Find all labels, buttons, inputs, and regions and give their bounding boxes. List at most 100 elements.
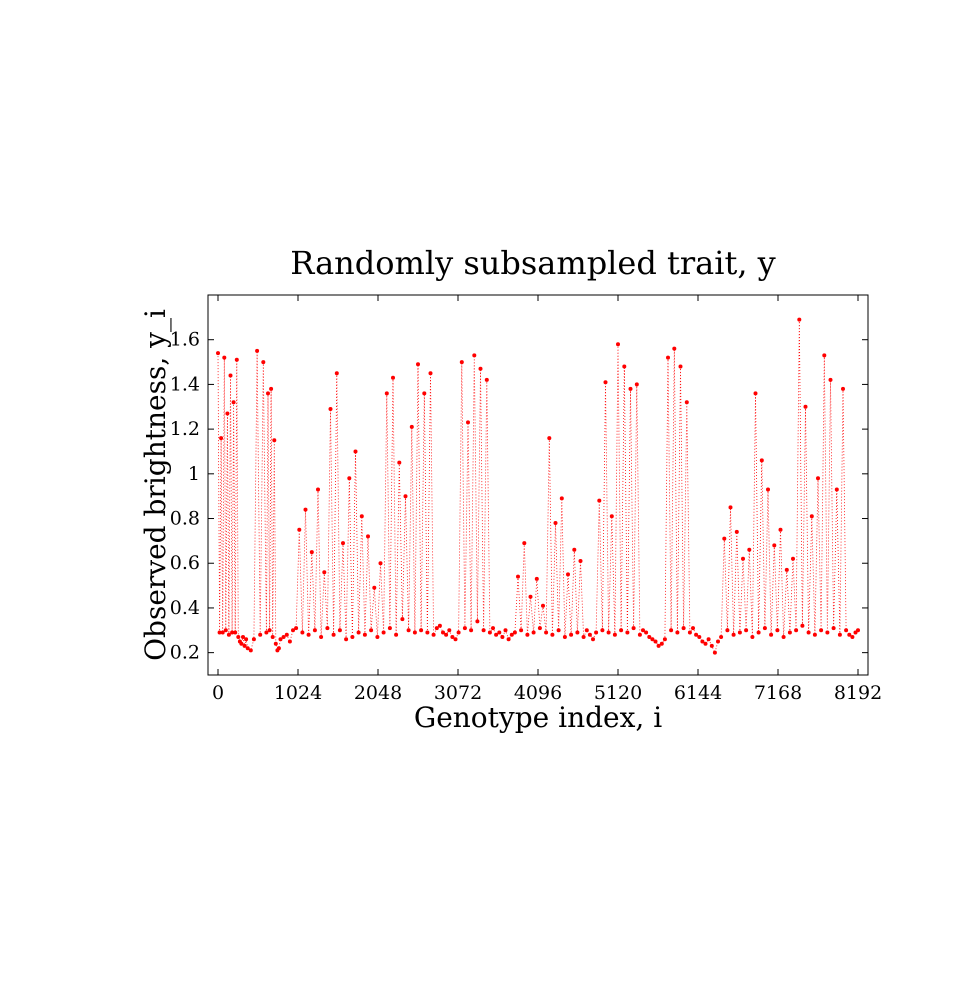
data-point xyxy=(484,377,489,382)
data-point xyxy=(734,529,739,534)
data-point xyxy=(431,632,436,637)
data-point xyxy=(650,637,655,642)
data-point xyxy=(809,514,814,519)
data-point xyxy=(625,630,630,635)
data-point xyxy=(541,603,545,608)
y-tick-label: 0.8 xyxy=(170,508,200,530)
x-tick-label: 4096 xyxy=(514,682,562,704)
data-point xyxy=(672,346,677,351)
data-point xyxy=(691,626,695,631)
x-tick-label: 7168 xyxy=(754,682,802,704)
data-point xyxy=(297,527,302,532)
data-point xyxy=(700,639,705,644)
data-point xyxy=(248,648,253,653)
data-point xyxy=(344,637,349,642)
data-point xyxy=(291,628,295,633)
data-point xyxy=(419,628,424,633)
data-point xyxy=(741,556,745,561)
data-point xyxy=(239,641,244,646)
data-point xyxy=(328,407,333,411)
data-point xyxy=(603,380,608,385)
data-point xyxy=(231,400,236,405)
data-point xyxy=(334,371,339,376)
data-point xyxy=(264,630,269,635)
data-point xyxy=(487,630,492,635)
data-point xyxy=(267,628,272,633)
data-point xyxy=(258,632,263,637)
data-point xyxy=(216,351,220,356)
x-tick-label: 6144 xyxy=(674,682,722,704)
data-point xyxy=(703,641,708,646)
data-point xyxy=(719,635,724,639)
data-point xyxy=(522,541,527,546)
data-point xyxy=(778,527,783,532)
data-point xyxy=(709,643,714,648)
data-point xyxy=(459,360,464,365)
data-point xyxy=(578,559,583,563)
data-point xyxy=(694,632,699,637)
data-point xyxy=(587,632,592,637)
data-point xyxy=(322,570,327,575)
data-point xyxy=(276,646,281,651)
data-point xyxy=(270,635,275,639)
data-point xyxy=(316,487,320,492)
data-point xyxy=(469,628,474,633)
x-axis-ticks: 0 1024 2048 3072 4096 5120 6144 7168 8192 xyxy=(212,295,882,704)
data-point xyxy=(716,639,720,644)
data-point xyxy=(697,635,702,639)
x-axis-label: Genotype index, i xyxy=(414,701,662,734)
data-point xyxy=(416,362,420,367)
data-point xyxy=(634,382,639,387)
data-point xyxy=(775,628,780,633)
data-point xyxy=(437,623,442,628)
data-point xyxy=(516,574,520,579)
data-point xyxy=(381,630,386,635)
data-point xyxy=(728,505,733,510)
y-axis-label: Observed brightness, y_i xyxy=(139,309,172,661)
series-line xyxy=(217,319,859,654)
data-point xyxy=(409,424,414,429)
y-tick-label: 1.6 xyxy=(170,329,200,351)
data-point xyxy=(372,585,377,590)
data-point xyxy=(403,494,408,499)
data-point xyxy=(616,342,620,347)
data-point xyxy=(681,626,686,631)
data-point xyxy=(300,630,305,635)
data-point xyxy=(834,487,839,492)
data-point xyxy=(325,626,330,631)
data-point xyxy=(562,635,567,639)
data-point xyxy=(609,514,614,519)
chart-title: Randomly subsampled trait, y xyxy=(290,244,776,282)
data-points xyxy=(216,317,860,655)
data-point xyxy=(387,626,392,631)
data-point xyxy=(653,639,658,644)
data-point xyxy=(569,632,574,637)
data-point xyxy=(384,391,389,396)
data-point xyxy=(509,632,514,637)
data-point xyxy=(242,643,247,648)
data-point xyxy=(266,391,270,396)
data-point xyxy=(841,386,845,391)
data-point xyxy=(244,637,249,642)
data-point xyxy=(737,630,742,635)
data-point xyxy=(572,547,577,552)
data-point xyxy=(844,628,849,633)
data-point xyxy=(531,630,536,635)
y-axis-ticks: 0.2 0.4 0.6 0.8 1 1.2 1.4 1.6 xyxy=(170,329,868,664)
data-point xyxy=(284,632,289,637)
data-point xyxy=(678,364,683,369)
data-point xyxy=(466,420,470,425)
data-point xyxy=(528,594,533,599)
data-point xyxy=(847,632,852,637)
data-point xyxy=(500,635,505,639)
data-point xyxy=(812,632,817,637)
data-point xyxy=(319,635,324,639)
data-point xyxy=(547,436,552,441)
data-point xyxy=(591,637,595,642)
data-point xyxy=(412,630,417,635)
x-tick-label: 8192 xyxy=(834,682,882,704)
y-tick-label: 0.6 xyxy=(170,552,200,574)
data-point xyxy=(550,632,555,637)
x-tick-label: 3072 xyxy=(434,682,482,704)
